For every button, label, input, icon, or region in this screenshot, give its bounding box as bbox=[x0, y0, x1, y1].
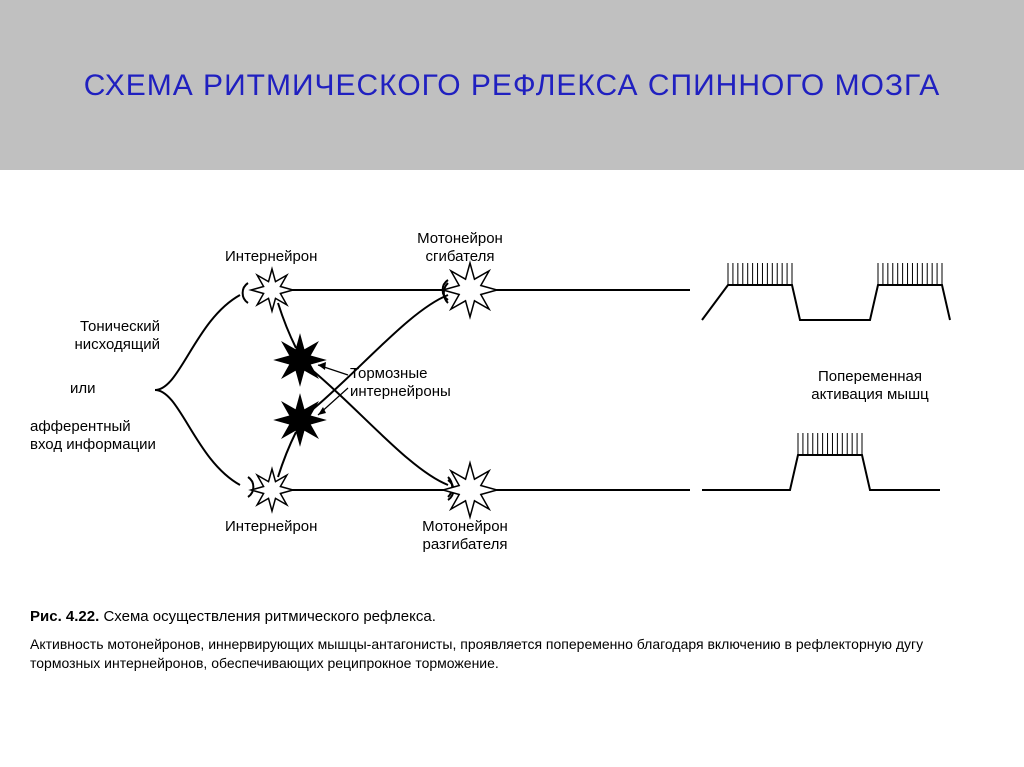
label-interneuron-bottom: Интернейрон bbox=[225, 518, 317, 536]
label-input-bot: афферентный вход информации bbox=[30, 418, 160, 454]
slide-header: СХЕМА РИТМИЧЕСКОГО РЕФЛЕКСА СПИННОГО МОЗ… bbox=[0, 0, 1024, 170]
figure-body: Активность мотонейронов, иннервирующих м… bbox=[0, 629, 1024, 673]
label-input-mid: или bbox=[70, 380, 96, 398]
label-inhibitory: Тормозные интернейроны bbox=[350, 365, 470, 401]
figure-number: Рис. 4.22. bbox=[30, 608, 99, 625]
label-motoneuron-flexor: Мотонейрон сгибателя bbox=[405, 230, 515, 266]
label-motoneuron-extensor: Мотонейрон разгибателя bbox=[405, 518, 525, 554]
diagram: Тонический нисходящий или афферентный вх… bbox=[0, 170, 1024, 600]
slide-title: СХЕМА РИТМИЧЕСКОГО РЕФЛЕКСА СПИННОГО МОЗ… bbox=[84, 66, 941, 105]
label-input-top: Тонический нисходящий bbox=[30, 318, 160, 354]
figure-title: Схема осуществления ритмического рефлекс… bbox=[103, 608, 435, 625]
label-interneuron-top: Интернейрон bbox=[225, 248, 317, 266]
figure-caption: Рис. 4.22. Схема осуществления ритмическ… bbox=[0, 600, 1024, 629]
label-activation: Попеременная активация мышц bbox=[790, 368, 950, 404]
